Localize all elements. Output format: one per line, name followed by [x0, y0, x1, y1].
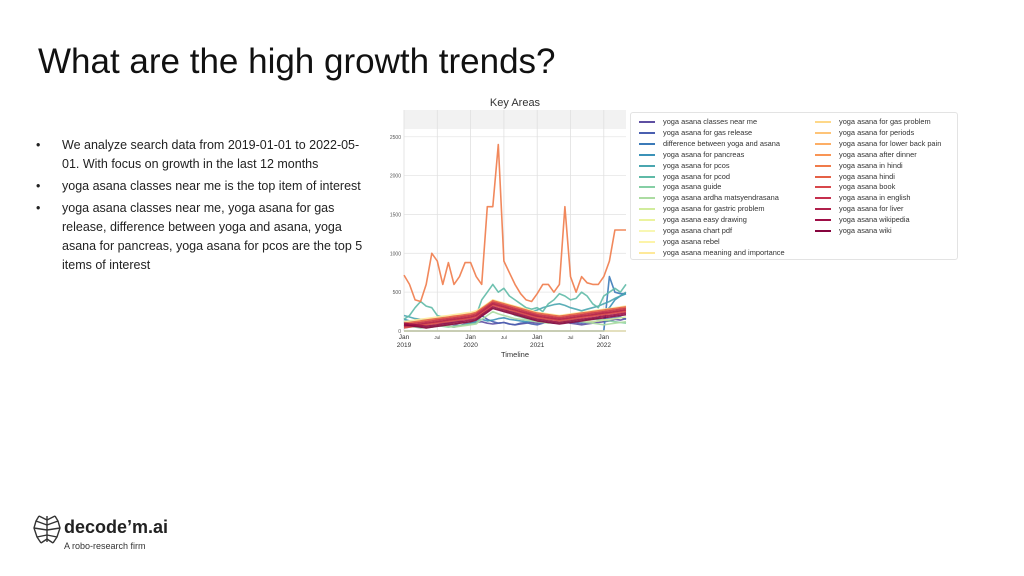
- legend-label: yoga asana for periods: [839, 127, 915, 137]
- x-tick-label: 2019: [397, 342, 412, 349]
- legend-swatch: [639, 230, 655, 232]
- legend-swatch: [815, 186, 831, 189]
- chart-title: Key Areas: [490, 97, 541, 109]
- legend-label: yoga asana rebel: [663, 236, 720, 246]
- x-tick-label: Jan: [532, 334, 543, 341]
- legend-label: yoga asana after dinner: [839, 149, 917, 159]
- legend-swatch: [815, 164, 831, 167]
- legend-label: yoga asana in english: [839, 193, 911, 203]
- logo-tagline: A robo-research firm: [64, 541, 146, 551]
- legend-swatch: [815, 230, 831, 232]
- legend-swatch: [639, 164, 655, 167]
- bullet-item: • yoga asana classes near me, yoga asana…: [36, 199, 376, 275]
- logo-name: decode’m.ai: [64, 517, 169, 537]
- x-tick-label: 2021: [530, 342, 545, 349]
- legend-label: yoga asana book: [839, 182, 896, 192]
- legend-label: yoga asana meaning and importance: [663, 247, 785, 257]
- bullet-text: yoga asana classes near me, yoga asana f…: [62, 201, 363, 272]
- legend-swatch: [815, 153, 831, 156]
- legend-label: yoga asana wiki: [839, 226, 892, 235]
- legend-swatch: [815, 121, 831, 123]
- legend-label: yoga asana for pancreas: [663, 149, 745, 159]
- legend-swatch: [815, 131, 831, 134]
- legend-label: yoga asana for pcos: [663, 160, 730, 170]
- legend-label: yoga asana wikipedia: [839, 215, 910, 225]
- x-tick-label: Jan: [399, 334, 410, 341]
- legend-swatch: [815, 208, 831, 211]
- legend-label: yoga asana chart pdf: [663, 226, 733, 235]
- y-tick-label: 500: [393, 290, 402, 296]
- bullet-item: • yoga asana classes near me is the top …: [36, 177, 376, 196]
- legend-swatch: [639, 121, 655, 123]
- legend-swatch: [639, 153, 655, 156]
- x-tick-label: Jul: [568, 335, 574, 340]
- legend-swatch: [815, 142, 831, 145]
- series-line: [403, 301, 627, 326]
- series-line: [403, 307, 627, 329]
- x-tick-label: Jul: [434, 335, 440, 340]
- legend-label: yoga asana easy drawing: [663, 215, 747, 225]
- series-line: [403, 303, 627, 328]
- legend-label: yoga asana in hindi: [839, 160, 903, 170]
- legend-swatch: [815, 175, 831, 178]
- x-tick-label: 2022: [597, 342, 612, 349]
- legend-swatch: [639, 219, 655, 222]
- x-tick-label: 2020: [463, 342, 478, 349]
- y-tick-label: 1000: [390, 251, 401, 257]
- bullet-marker: •: [36, 138, 41, 152]
- bullet-marker: •: [36, 201, 41, 215]
- brain-icon: [33, 515, 61, 544]
- series-line: [403, 304, 627, 329]
- legend-swatch: [639, 197, 655, 200]
- y-tick-label: 0: [398, 329, 401, 335]
- x-tick-label: Jan: [465, 334, 476, 341]
- x-tick-label: Jul: [501, 335, 507, 340]
- legend-label: yoga asana ardha matsyendrasana: [663, 193, 779, 203]
- series-line: [403, 299, 627, 324]
- legend-label: yoga asana for gas release: [663, 127, 753, 137]
- legend-swatch: [639, 175, 655, 178]
- legend-label: yoga asana classes near me: [663, 117, 758, 126]
- legend-label: difference between yoga and asana: [663, 138, 780, 148]
- series-line: [403, 306, 627, 328]
- legend-label: yoga asana for lower back pain: [839, 138, 942, 148]
- legend-swatch: [639, 240, 655, 243]
- legend-swatch: [639, 142, 655, 145]
- y-tick-label: 1500: [390, 212, 401, 218]
- page-title: What are the high growth trends?: [38, 42, 556, 81]
- bullet-text: We analyze search data from 2019-01-01 t…: [62, 138, 360, 171]
- legend-swatch: [639, 186, 655, 189]
- series-line: [403, 143, 626, 303]
- x-axis-label: Timeline: [501, 350, 529, 359]
- bullet-text: yoga asana classes near me is the top it…: [62, 179, 361, 193]
- y-tick-label: 2500: [390, 135, 401, 141]
- legend-label: yoga asana for pcod: [663, 171, 730, 181]
- legend-swatch: [815, 197, 831, 200]
- legend-label: yoga asana hindi: [839, 171, 895, 181]
- legend-swatch: [639, 208, 655, 211]
- legend-label: yoga asana guide: [663, 182, 722, 192]
- legend-swatch: [639, 131, 655, 134]
- bullet-list: • We analyze search data from 2019-01-01…: [36, 136, 376, 278]
- legend-label: yoga asana for liver: [839, 204, 904, 214]
- bullet-marker: •: [36, 179, 41, 193]
- legend-swatch: [639, 251, 655, 254]
- chart-legend: yoga asana classes near me yoga asana for…: [630, 112, 958, 260]
- y-tick-label: 2000: [390, 174, 401, 180]
- legend-label: yoga asana for gastric problem: [663, 204, 765, 214]
- x-tick-label: Jan: [599, 334, 610, 341]
- bullet-item: • We analyze search data from 2019-01-01…: [36, 136, 376, 174]
- legend-label: yoga asana for gas problem: [839, 117, 931, 126]
- legend-swatch: [815, 219, 831, 222]
